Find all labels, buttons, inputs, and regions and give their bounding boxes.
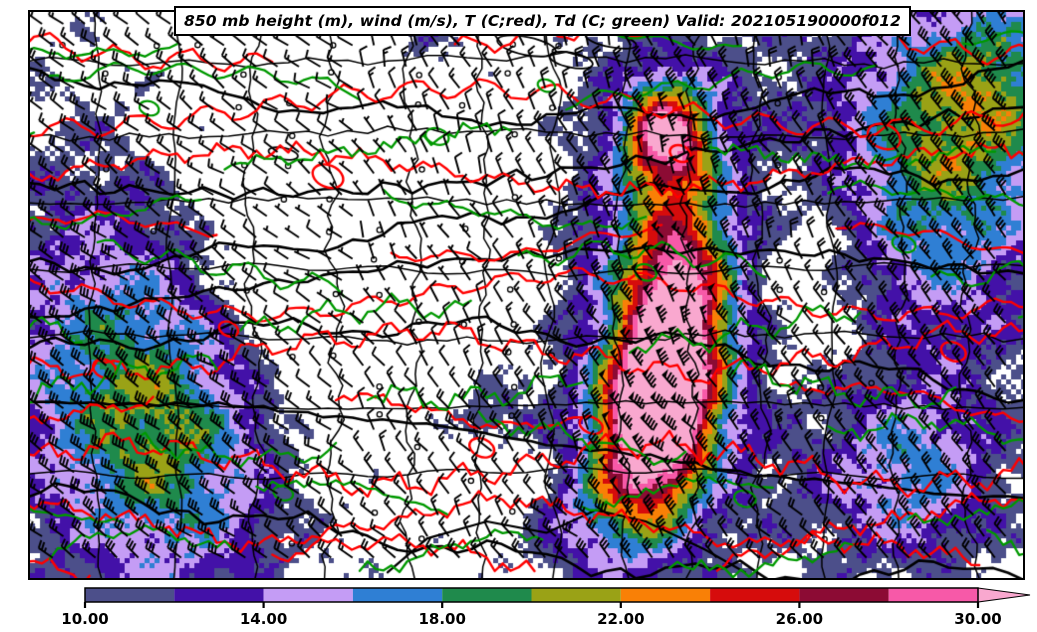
colorbar-band [710, 588, 800, 602]
map-plot-area [28, 10, 1025, 580]
colorbar-band [799, 588, 889, 602]
colorbar-extend-max [977, 587, 1031, 603]
colorbar-tick-label: 26.00 [776, 610, 823, 628]
colorbar-band [174, 588, 264, 602]
colorbar-tick-label: 30.00 [954, 610, 1001, 628]
colorbar-outline [84, 587, 979, 603]
chart-title: 850 mb height (m), wind (m/s), T (C;red)… [184, 12, 902, 30]
colorbar-tick-label: 18.00 [418, 610, 465, 628]
colorbar-svg: 10.00 14.00 18.00 22.00 26.00 30.00 [61, 587, 1031, 628]
chart-title-box: 850 mb height (m), wind (m/s), T (C;red)… [174, 6, 912, 36]
wind-speed-filled-contour-map [30, 12, 1023, 578]
colorbar-band [888, 588, 978, 602]
colorbar-band [85, 588, 175, 602]
colorbar-band [263, 588, 353, 602]
colorbar-tick-label: 14.00 [240, 610, 287, 628]
colorbar-tick-label: 10.00 [61, 610, 108, 628]
colorbar: 10.00 14.00 18.00 22.00 26.00 30.00 [0, 586, 1037, 632]
colorbar-band [620, 588, 711, 602]
colorbar-band [442, 588, 532, 602]
colorbar-band [352, 588, 443, 602]
colorbar-tick-label: 22.00 [597, 610, 644, 628]
colorbar-band [531, 588, 621, 602]
